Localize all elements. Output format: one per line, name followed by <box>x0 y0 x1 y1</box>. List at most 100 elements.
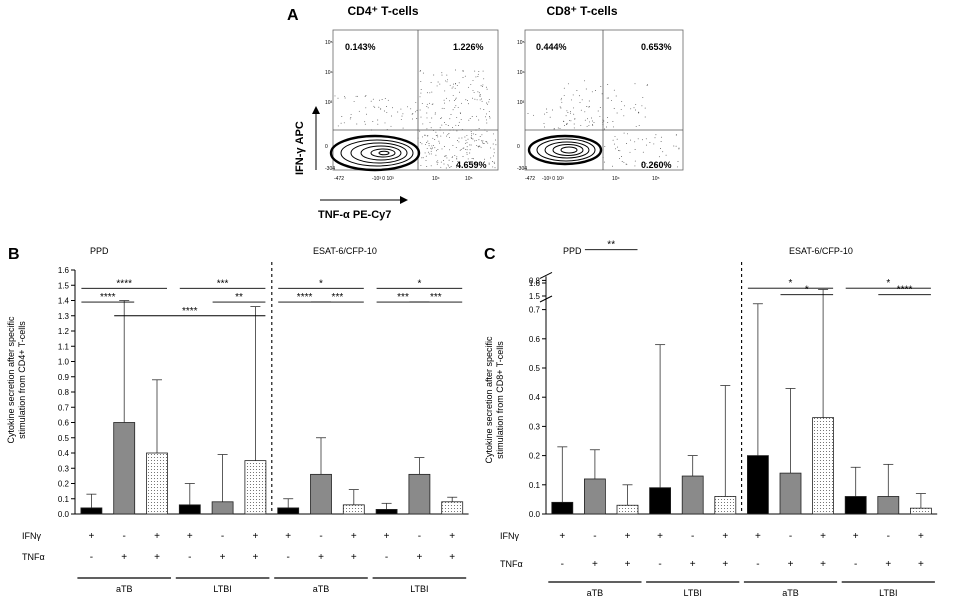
event-dot <box>448 136 450 138</box>
tnf-sign: - <box>658 559 661 570</box>
event-dot <box>434 139 436 140</box>
quadrant-lower-right-pct: 0.260% <box>641 160 672 170</box>
event-dot <box>673 145 675 147</box>
y-axis-label-line1: Cytokine secretion after specific <box>6 316 16 444</box>
event-dot <box>430 153 432 155</box>
event-dot <box>477 76 479 77</box>
event-dot <box>488 163 490 165</box>
event-dot <box>603 120 605 122</box>
ifn-sign: + <box>252 531 258 542</box>
y-axis-label-line2: stimulation from CD8+ T-cells <box>495 341 505 459</box>
event-dot <box>441 107 443 109</box>
event-dot <box>449 100 451 102</box>
bar <box>277 507 300 515</box>
bar <box>910 507 932 515</box>
ifn-sign: + <box>384 531 390 542</box>
ifn-sign: + <box>285 531 291 542</box>
y-tick-label: 0.7 <box>529 306 541 315</box>
tnf-sign: + <box>690 559 696 570</box>
event-dot <box>475 134 477 135</box>
event-dot <box>474 140 476 142</box>
event-dot <box>426 112 428 114</box>
event-dot <box>421 157 423 159</box>
significance-label: **** <box>100 292 116 303</box>
ifn-sign: - <box>319 531 322 542</box>
svg-text:10⁴: 10⁴ <box>432 176 440 182</box>
event-dot <box>465 99 467 101</box>
event-dot <box>428 153 430 155</box>
y-axis-ticks: 10⁵ 10⁴ 10³ 0 -304 <box>325 40 335 172</box>
event-dot <box>481 100 483 102</box>
event-dot <box>588 124 590 126</box>
event-dot <box>607 97 609 99</box>
flow-x-axis-label: TNF-α PE-Cy7 <box>318 209 391 221</box>
bar <box>616 504 639 515</box>
svg-text:10⁴: 10⁴ <box>517 70 525 76</box>
event-dot <box>343 122 345 124</box>
event-dot <box>400 108 402 110</box>
event-dot <box>439 129 441 131</box>
group-label: aTB <box>116 584 133 594</box>
event-dot <box>437 160 439 162</box>
y-axis-ticks: 10⁵ 10⁴ 10³ 0 -304 <box>517 40 527 172</box>
event-dot <box>448 159 450 161</box>
event-dot <box>581 99 583 101</box>
event-dot <box>466 134 468 136</box>
svg-text:10⁴: 10⁴ <box>325 70 333 76</box>
event-dot <box>486 130 488 132</box>
event-dot <box>426 106 428 108</box>
event-dot <box>446 81 448 83</box>
y-axis-label-line2: stimulation from CD4+ T-cells <box>17 321 27 439</box>
event-dot <box>527 113 529 114</box>
event-dot <box>397 111 399 113</box>
event-dot <box>451 156 453 158</box>
event-dot <box>559 128 561 130</box>
tnf-sign: - <box>188 552 191 563</box>
event-dot <box>426 142 428 143</box>
event-dot <box>437 81 439 83</box>
event-dot <box>425 155 427 157</box>
event-dot <box>450 114 452 115</box>
svg-text:10⁵: 10⁵ <box>517 40 525 46</box>
bar <box>812 417 834 515</box>
y-tick-label: 1.6 <box>58 266 70 275</box>
event-dot <box>477 146 479 148</box>
tnf-sign: + <box>416 552 422 563</box>
event-dot <box>355 95 357 97</box>
event-dot <box>576 90 578 91</box>
event-dot <box>478 119 480 121</box>
event-dot <box>433 145 435 147</box>
event-dot <box>480 140 482 142</box>
event-dot <box>606 126 607 128</box>
event-dot <box>458 137 460 139</box>
event-dot <box>440 166 442 168</box>
event-dot <box>441 74 443 76</box>
event-dot <box>462 77 464 78</box>
event-dot <box>471 116 473 117</box>
event-dot <box>465 164 467 166</box>
event-dot <box>478 71 480 73</box>
bar <box>714 496 737 515</box>
y-tick-label: 1.5 <box>58 281 70 290</box>
x-axis-ticks: -472 -10³ 0 10³ 10⁴ 10⁵ <box>334 176 473 182</box>
event-dot <box>460 119 462 121</box>
event-dot <box>482 84 484 86</box>
event-dot <box>443 132 445 134</box>
bar <box>779 472 802 515</box>
event-dot <box>443 146 445 147</box>
event-dot <box>546 112 548 114</box>
y-tick-label: 1.4 <box>58 297 70 306</box>
bar <box>844 496 867 515</box>
event-dot <box>370 129 372 131</box>
event-dot <box>638 125 640 127</box>
y-tick-label: 0.3 <box>529 422 541 431</box>
tnf-sign: + <box>788 559 794 570</box>
tnf-sign: + <box>625 559 631 570</box>
event-dot <box>441 117 442 119</box>
density-contours <box>329 134 421 172</box>
event-dot <box>623 161 625 163</box>
event-dot <box>421 102 423 104</box>
flow-plot-title: CD8⁺ T-cells <box>546 4 617 18</box>
ifn-sign: - <box>593 531 596 542</box>
event-dot <box>623 115 625 117</box>
